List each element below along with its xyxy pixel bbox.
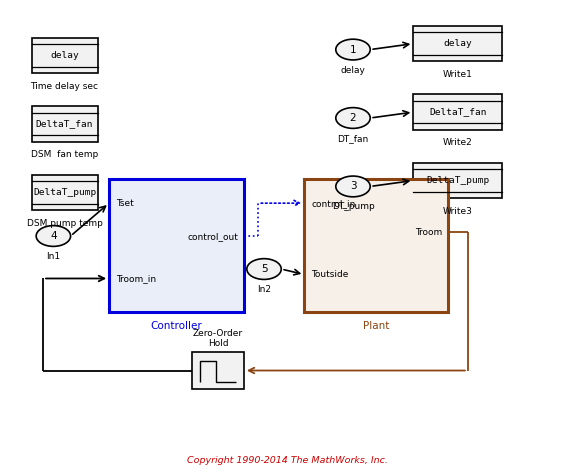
Text: control_out: control_out (187, 232, 238, 241)
Text: DeltaT_fan: DeltaT_fan (36, 119, 94, 128)
Text: Copyright 1990-2014 The MathWorks, Inc.: Copyright 1990-2014 The MathWorks, Inc. (187, 455, 387, 465)
Text: DeltaT_pump: DeltaT_pump (426, 176, 490, 185)
Text: delay: delay (340, 66, 366, 75)
Text: DeltaT_pump: DeltaT_pump (33, 188, 96, 197)
Text: Time delay sec: Time delay sec (30, 82, 99, 91)
Bar (109, 179, 244, 312)
Ellipse shape (247, 259, 281, 279)
Text: Write2: Write2 (443, 138, 472, 147)
Text: DSM  fan temp: DSM fan temp (31, 150, 98, 159)
Text: delay: delay (50, 51, 79, 60)
Bar (32, 175, 98, 210)
Ellipse shape (336, 39, 370, 60)
Text: Controller: Controller (150, 321, 203, 331)
Text: 2: 2 (350, 113, 356, 123)
Text: DT_fan: DT_fan (338, 134, 369, 143)
Text: Toutside: Toutside (311, 270, 348, 279)
Bar (32, 106, 98, 142)
Text: DeltaT_fan: DeltaT_fan (429, 108, 487, 117)
Text: In2: In2 (257, 285, 271, 294)
Text: 5: 5 (261, 264, 267, 274)
Text: 3: 3 (350, 181, 356, 192)
Bar (413, 163, 502, 198)
Text: control_in: control_in (311, 199, 355, 208)
Text: delay: delay (443, 39, 472, 48)
Text: DSM pump temp: DSM pump temp (26, 219, 103, 228)
Text: DT_pump: DT_pump (332, 202, 374, 211)
Text: In1: In1 (46, 252, 60, 261)
Bar (413, 94, 502, 130)
Bar (32, 38, 98, 73)
Text: 4: 4 (50, 231, 57, 241)
Text: Troom: Troom (415, 228, 442, 237)
Text: Tset: Tset (116, 199, 134, 208)
Text: Zero-Order
Hold: Zero-Order Hold (193, 329, 243, 348)
Text: Plant: Plant (363, 321, 389, 331)
Bar (413, 26, 502, 61)
Ellipse shape (36, 226, 71, 246)
Ellipse shape (336, 176, 370, 197)
Text: Troom_in: Troom_in (116, 274, 156, 283)
Bar (304, 179, 448, 312)
Text: 1: 1 (350, 44, 356, 55)
Text: Write1: Write1 (443, 70, 473, 79)
Ellipse shape (336, 108, 370, 128)
Text: Write3: Write3 (443, 207, 473, 216)
Bar (192, 352, 244, 389)
